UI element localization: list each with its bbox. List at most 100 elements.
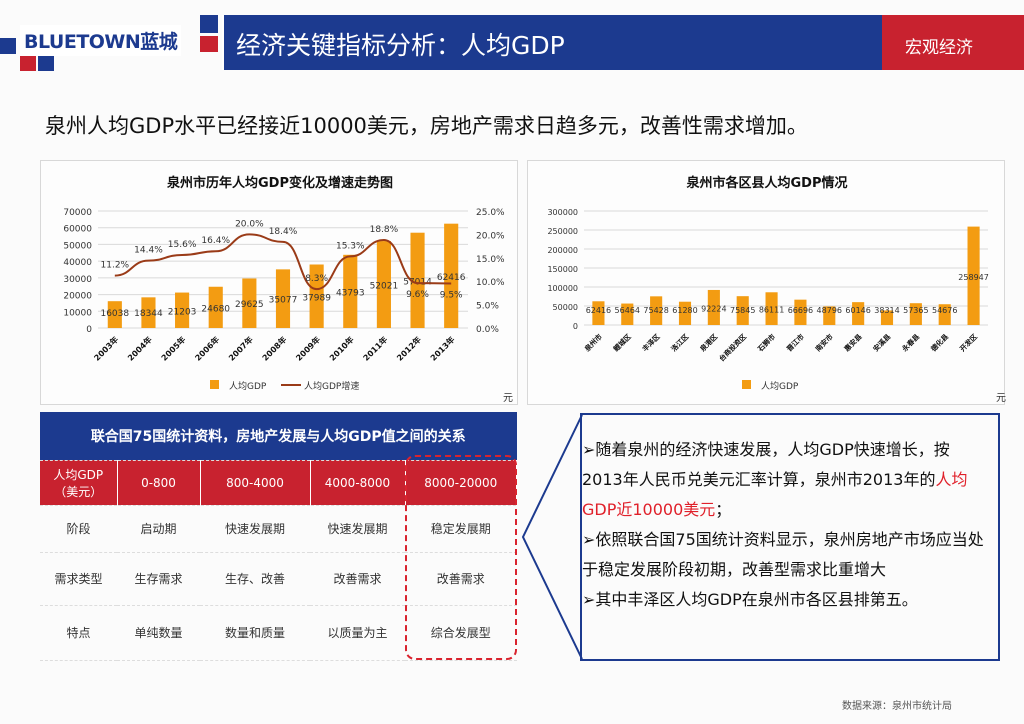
section-bar (882, 15, 1024, 70)
highlight-dashed-box (405, 455, 517, 660)
district-gdp-svg: 泉州市各区县人均GDP情况 300000 250000 200000 150000 100… (547, 175, 1006, 404)
x-tick-label: 2004年 (125, 334, 153, 362)
chart-title: 泉州市历年人均GDP变化及增速走势图 (167, 175, 393, 191)
bar (621, 303, 634, 325)
bar (242, 278, 257, 328)
analysis-note: ➢随着泉州的经济快速发展，人均GDP快速增长，按2013年人民币兑美元汇率计算，… (580, 413, 1000, 661)
bar-value-label: 61280 (672, 306, 697, 315)
bar-value-label: 86111 (759, 306, 784, 315)
bar (880, 310, 894, 325)
gdp-trend-svg: 泉州市历年人均GDP变化及增速走势图 70000 60000 50000 40000 30… (63, 175, 513, 404)
line-value-label: 9.6% (406, 290, 429, 300)
y2-tick-label: 20.0% (476, 231, 505, 241)
bar (852, 302, 865, 325)
table-cell: 特点 (40, 605, 117, 661)
bar-value-label: 29625 (235, 300, 264, 310)
bar (794, 299, 807, 325)
bar (736, 296, 749, 325)
bar (938, 304, 951, 325)
x-tick-label: 德化县 (929, 332, 950, 353)
table-header-row: 人均GDP （美元） 0-800 800-4000 4000-8000 8000… (40, 460, 517, 506)
line-value-label: 9.5% (440, 291, 463, 301)
logo-block (200, 15, 218, 33)
line-value-label: 15.6% (168, 240, 197, 250)
bar-value-label: 48796 (817, 306, 842, 315)
table-row: 需求类型 生存需求 生存、改善 改善需求 改善需求 (40, 552, 517, 606)
table-cell: 快速发展期 (310, 505, 405, 553)
table-cell: 稳定发展期 (405, 505, 517, 553)
x-tick-label: 2010年 (327, 334, 355, 362)
bar-value-label: 16038 (100, 309, 129, 319)
growth-line (114, 233, 452, 291)
y-tick-label: 0 (573, 322, 578, 331)
bar (967, 226, 980, 325)
table-header-cell: 人均GDP （美元） (40, 460, 118, 506)
table-title: 联合国75国统计资料，房地产发展与人均GDP值之间的关系 (40, 412, 517, 461)
bar (909, 303, 922, 325)
line-value-label: 18.8% (370, 225, 399, 235)
x-tick-label: 2012年 (394, 334, 422, 362)
bar (823, 306, 836, 325)
x-tick-label: 开发区 (958, 332, 979, 353)
bar (141, 297, 156, 328)
note-paragraph: ➢依照联合国75国统计资料显示，泉州房地产市场应当处于稳定发展阶段初期，改善型需… (582, 530, 984, 579)
bar (309, 264, 324, 328)
y-tick-label: 60000 (63, 225, 92, 235)
y2-tick-label: 0.0% (476, 325, 499, 335)
y-tick-label: 30000 (63, 275, 92, 285)
x-tick-label: 台商投资区 (717, 332, 748, 363)
y-tick-label: 150000 (547, 265, 578, 274)
y-tick-label: 300000 (547, 208, 578, 217)
table-cell: 快速发展期 (200, 505, 310, 553)
gdp-stage-table: 联合国75国统计资料，房地产发展与人均GDP值之间的关系 人均GDP （美元） … (40, 412, 517, 661)
logo-block (38, 55, 54, 71)
table-row: 阶段 启动期 快速发展期 快速发展期 稳定发展期 (40, 505, 517, 553)
x-tick-label: 泉港区 (698, 332, 719, 353)
line-value-label: 11.2% (101, 261, 130, 271)
line-value-label: 15.3% (336, 241, 365, 251)
page-title: 经济关键指标分析：人均GDP (236, 31, 565, 60)
bar (343, 254, 358, 328)
x-tick-label: 2005年 (159, 334, 187, 362)
table-row: 特点 单纯数量 数量和质量 以质量为主 综合发展型 (40, 605, 517, 661)
logo-block (0, 38, 16, 54)
y-tick-label: 40000 (63, 258, 92, 268)
x-tick-label: 2008年 (260, 334, 288, 362)
legend-bar-swatch (210, 380, 219, 389)
bar-value-label: 43793 (336, 288, 365, 298)
y-tick-label: 70000 (63, 208, 92, 218)
y-tick-label: 100000 (547, 284, 578, 293)
bar (107, 301, 122, 328)
y-tick-label: 250000 (547, 227, 578, 236)
y-tick-label: 50000 (63, 241, 92, 251)
x-tick-label: 2009年 (294, 334, 322, 362)
bar (765, 292, 778, 325)
y-tick-label: 200000 (547, 246, 578, 255)
bar-value-label: 62416 (586, 306, 611, 315)
logo: BLUETOWN蓝城 (20, 25, 182, 56)
unit-label: 元 (996, 393, 1006, 404)
x-tick-label: 泉州市 (583, 332, 604, 353)
y2-tick-label: 15.0% (476, 255, 505, 265)
note-highlight: 人均GDP近10000美元 (582, 470, 968, 519)
bar-value-label: 75845 (730, 306, 755, 315)
table-cell: 改善需求 (405, 552, 517, 606)
legend-label: 人均GDP (229, 380, 267, 392)
callout-arrow (521, 414, 583, 660)
bar-value-label: 35077 (269, 296, 298, 306)
bar-value-label: 24680 (201, 304, 230, 314)
line-value-label: 8.3% (305, 274, 328, 284)
table-cell: 启动期 (117, 505, 200, 553)
bar (444, 223, 459, 328)
bar-value-label: 37989 (302, 293, 331, 303)
x-tick-label: 安溪县 (871, 332, 892, 353)
legend-label: 人均GDP (761, 380, 799, 392)
y-tick-label: 10000 (63, 308, 92, 318)
y2-tick-label: 5.0% (476, 302, 499, 312)
x-tick-label: 2013年 (428, 334, 456, 362)
x-tick-label: 永春县 (899, 332, 921, 354)
table-cell: 综合发展型 (405, 605, 517, 661)
y-tick-label: 0 (86, 325, 92, 335)
note-text: ； (715, 500, 732, 519)
x-tick-label: 鲤城区 (611, 332, 633, 354)
